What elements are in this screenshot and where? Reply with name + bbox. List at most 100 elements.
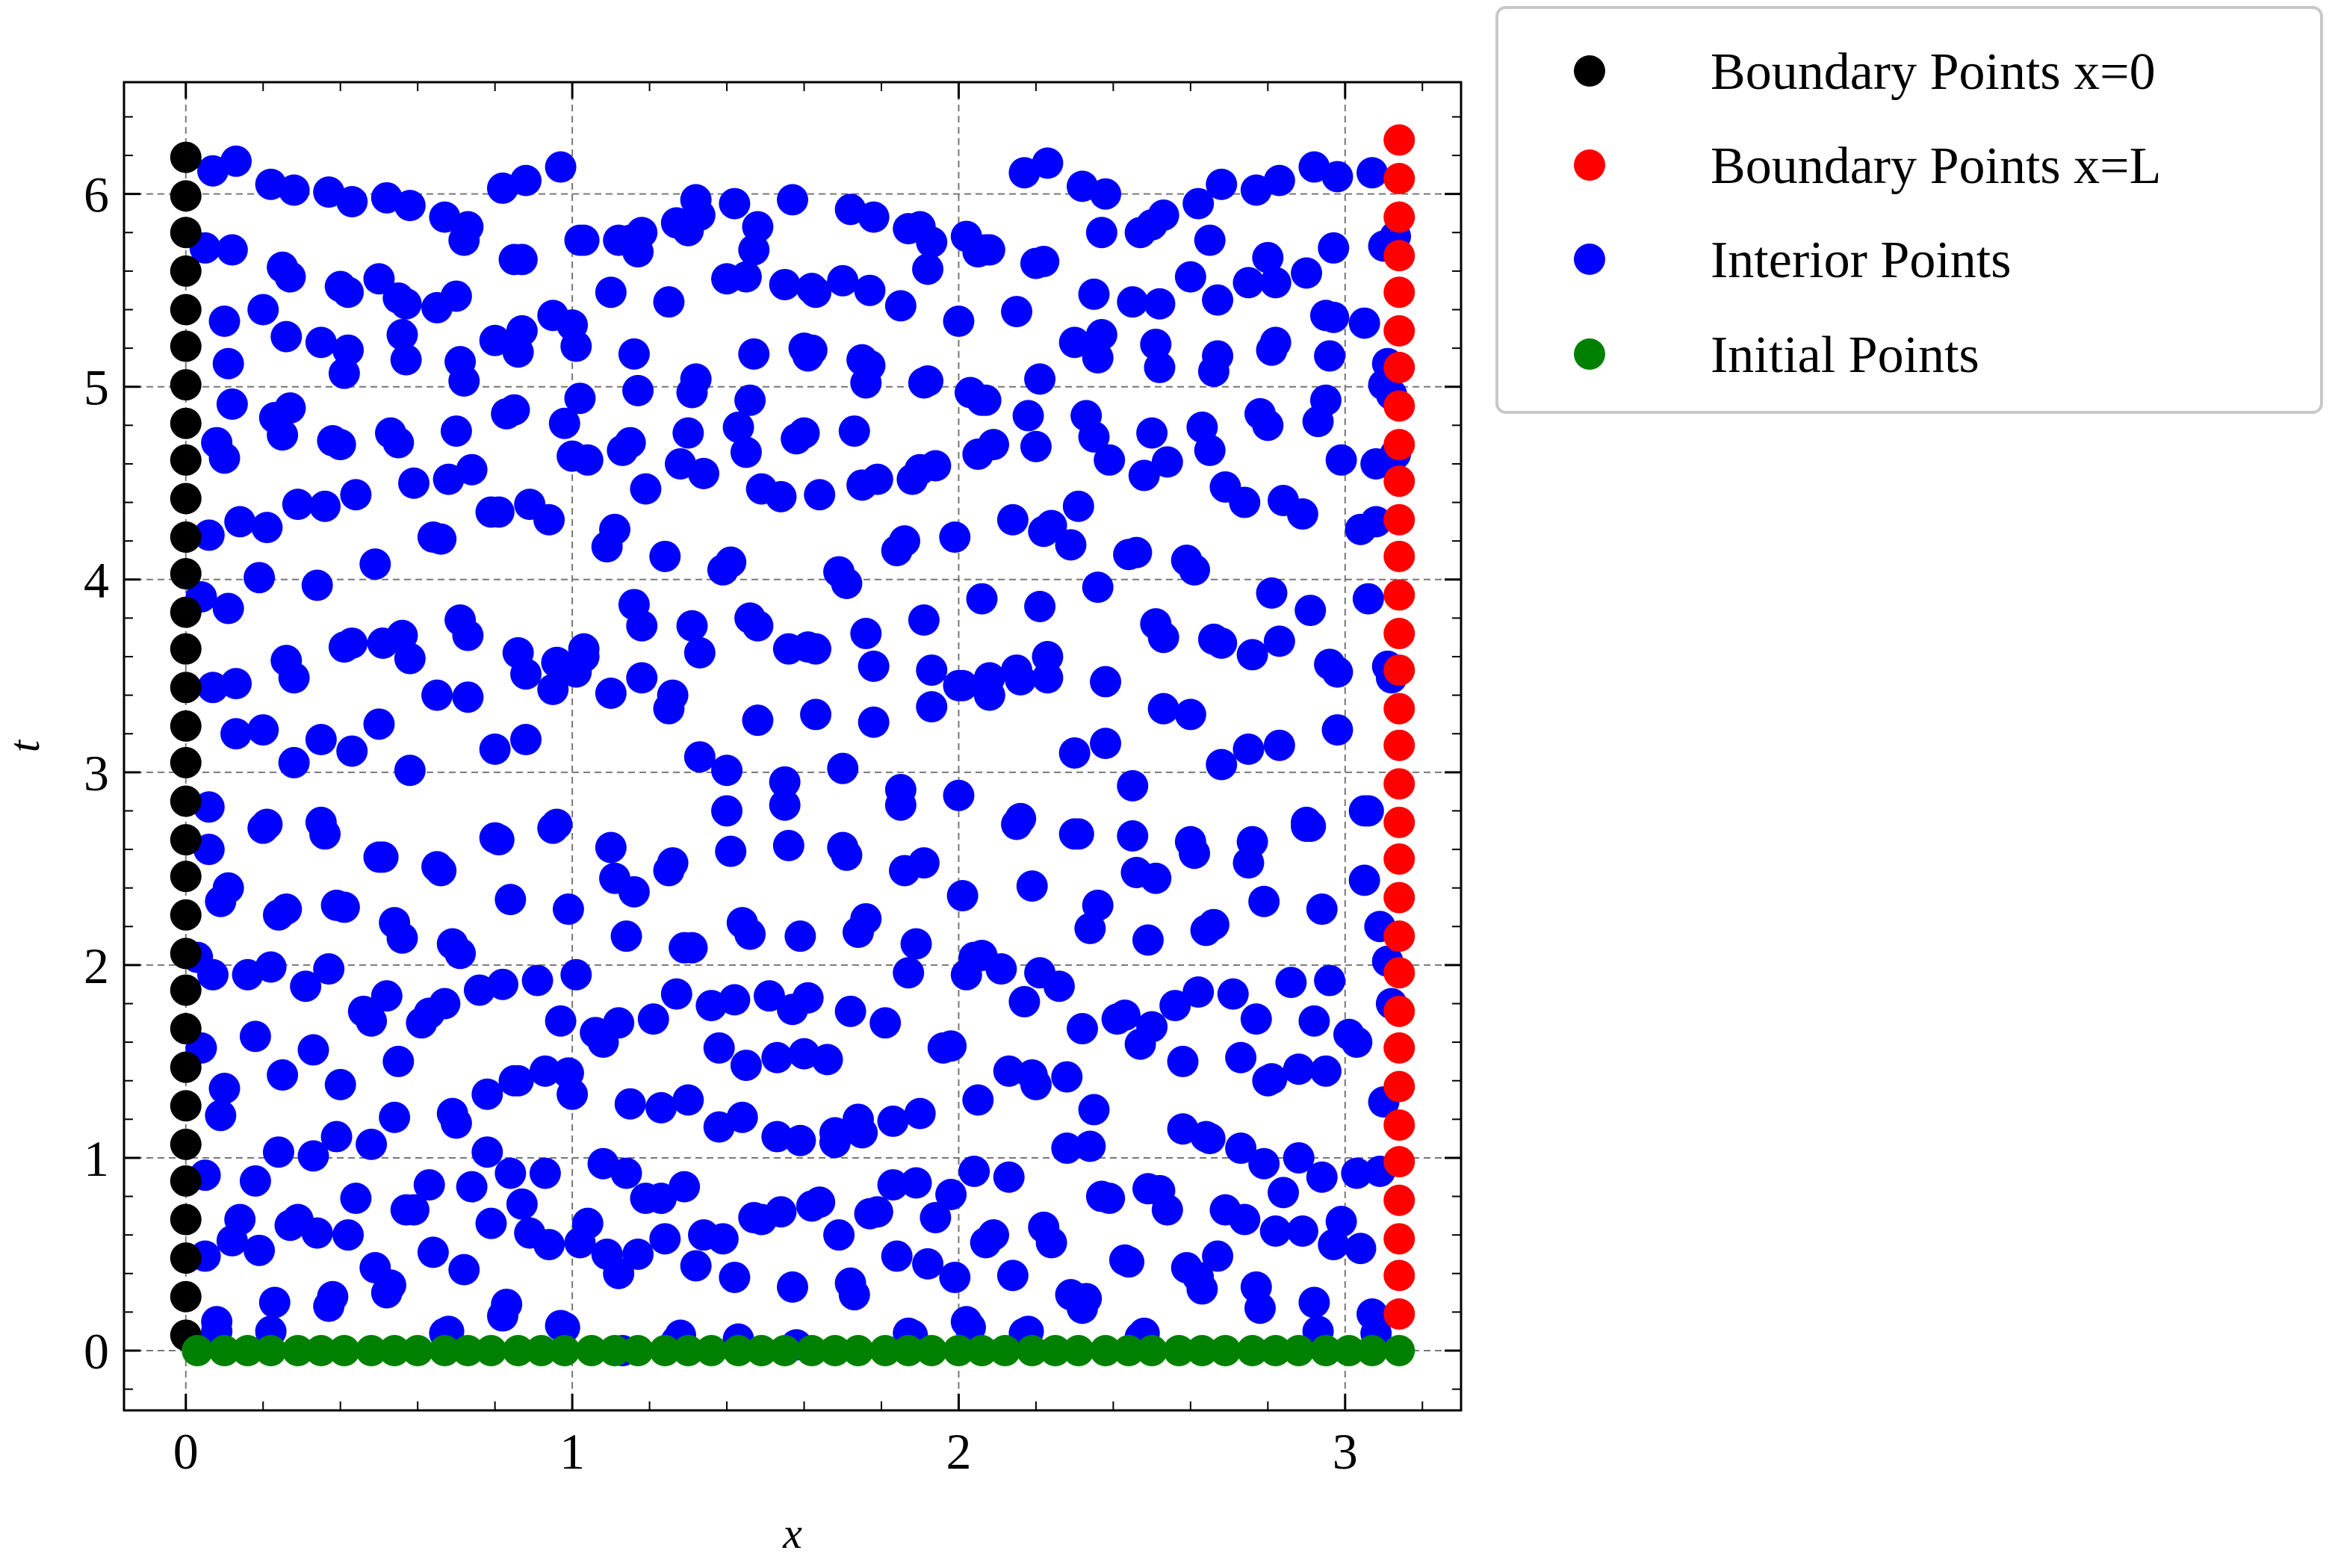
interior-point [1058, 326, 1091, 359]
interior-point [1151, 1194, 1183, 1226]
legend-marker-interior [1574, 244, 1605, 275]
interior-point [552, 1057, 584, 1089]
boundary-x0-point [170, 710, 202, 742]
interior-point [363, 263, 395, 295]
interior-point [1275, 967, 1307, 999]
interior-point [614, 427, 646, 459]
interior-point [707, 1223, 739, 1255]
boundary-xL-point [1383, 1070, 1415, 1103]
interior-point [772, 633, 804, 665]
interior-point [858, 706, 890, 738]
interior-point [301, 1217, 333, 1249]
interior-point [239, 1165, 271, 1197]
interior-point [440, 415, 472, 447]
interior-point [680, 1250, 712, 1282]
interior-point [301, 569, 333, 601]
interior-point [1309, 300, 1342, 332]
initial-point [943, 1335, 975, 1367]
interior-point [973, 662, 1005, 694]
interior-point [529, 1055, 561, 1087]
interior-point [297, 1140, 329, 1172]
interior-point [912, 1248, 944, 1280]
interior-point [715, 835, 747, 867]
interior-point [1108, 999, 1141, 1031]
initial-point [672, 1335, 704, 1367]
points-layer [170, 124, 1415, 1367]
interior-point [1174, 261, 1206, 293]
interior-point [1032, 147, 1064, 179]
boundary-xL-point [1383, 429, 1415, 461]
initial-point [1356, 1335, 1389, 1367]
boundary-x0-point [170, 1090, 202, 1122]
interior-point [216, 388, 248, 420]
interior-point [978, 1219, 1010, 1251]
interior-point [811, 1044, 843, 1076]
interior-point [208, 1073, 241, 1105]
interior-point [1240, 1003, 1272, 1035]
interior-point [1147, 692, 1179, 725]
interior-point [483, 496, 515, 528]
interior-point [258, 1286, 291, 1318]
interior-point [1159, 990, 1191, 1022]
boundary-x0-point [170, 785, 202, 817]
initial-point [796, 1335, 828, 1367]
interior-point [1268, 484, 1300, 516]
interior-point [1294, 595, 1327, 627]
interior-point [1206, 627, 1238, 659]
interior-point [1058, 737, 1091, 769]
interior-point [548, 1312, 580, 1344]
initial-point [966, 1335, 998, 1367]
interior-point [421, 851, 453, 883]
interior-point [363, 841, 395, 873]
interior-point [356, 1128, 388, 1160]
boundary-x0-point [170, 180, 202, 212]
interior-point [537, 812, 569, 844]
interior-point [267, 419, 299, 451]
interior-point [738, 338, 770, 370]
interior-point [494, 1157, 527, 1189]
interior-point [916, 654, 948, 687]
interior-point [884, 290, 917, 322]
interior-point [1206, 168, 1238, 200]
interior-point [1170, 1252, 1203, 1284]
interior-point [1147, 622, 1179, 654]
boundary-x0-point [170, 294, 202, 326]
interior-point [305, 723, 337, 755]
interior-point [904, 453, 936, 486]
boundary-xL-point [1383, 618, 1415, 650]
interior-point [367, 627, 399, 659]
boundary-xL-point [1383, 124, 1415, 156]
interior-point [622, 374, 654, 406]
interior-point [1090, 666, 1122, 698]
initial-point [525, 1335, 557, 1367]
interior-point [440, 280, 472, 312]
y-axis-label: t [0, 739, 49, 752]
interior-point [244, 1234, 276, 1266]
interior-point [556, 440, 589, 472]
interior-point [784, 920, 816, 952]
interior-point [1182, 188, 1215, 220]
interior-point [328, 357, 360, 389]
interior-point [278, 174, 310, 206]
interior-point [834, 995, 866, 1027]
interior-point [1132, 1173, 1164, 1205]
interior-point [618, 876, 650, 908]
interior-point [297, 1034, 329, 1066]
interior-point [494, 884, 527, 916]
interior-point [1360, 506, 1392, 538]
interior-point [1232, 267, 1265, 299]
interior-point [1012, 400, 1044, 432]
interior-point [1085, 217, 1117, 249]
interior-point [1252, 409, 1284, 441]
interior-point [510, 658, 542, 690]
interior-point [753, 980, 785, 1012]
interior-point [672, 417, 704, 449]
interior-point [788, 417, 820, 449]
interior-point [1182, 976, 1215, 1008]
interior-point [1348, 307, 1380, 339]
interior-point [935, 1030, 967, 1062]
interior-point [1024, 957, 1056, 989]
interior-point [1113, 1246, 1145, 1278]
interior-point [564, 382, 596, 415]
interior-point [244, 562, 276, 594]
